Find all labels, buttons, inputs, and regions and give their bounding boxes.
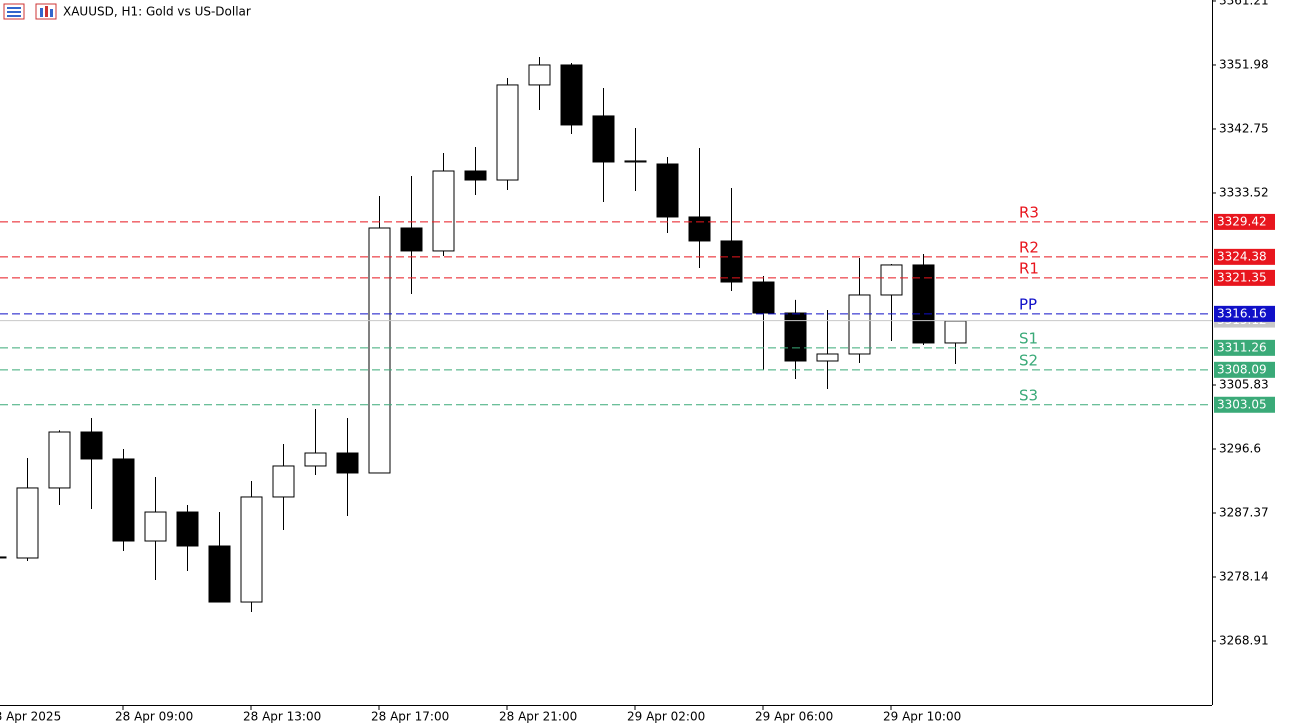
x-tick-label: 29 Apr 02:00 [627,710,705,724]
candle-body [912,264,935,344]
pivot-tag [1214,305,1275,322]
candle-body [784,312,807,362]
candle-body [688,216,711,242]
candle-body [624,160,647,163]
candle-body [176,511,199,547]
candle-body [336,452,359,474]
pivot-label: S3 [1019,386,1038,404]
candle-body [944,320,967,344]
candle-body [880,264,903,296]
chart-title: XAUUSD, H1: Gold vs US-Dollar [63,5,251,19]
x-tick-label: 29 Apr 10:00 [883,710,961,724]
y-tick-label: 3342.75 [1219,121,1269,135]
pivot-tag-label: 3329.42 [1217,214,1267,228]
candle-body [560,64,583,126]
x-tick-label: 28 Apr 17:00 [371,710,449,724]
candle-body [496,84,519,181]
y-tick-label: 3305.83 [1219,377,1269,391]
candle-body [592,115,615,163]
candle-body [0,556,7,559]
pivot-tag-label: 3321.35 [1217,270,1267,284]
pivot-label: S2 [1019,351,1038,369]
candle-body [816,353,839,362]
candle-body [752,281,775,314]
candle-body [656,163,679,218]
pivot-tag [1214,339,1275,356]
pivot-label: PP [1019,295,1037,313]
pivot-tag [1214,396,1275,413]
y-tick-label: 3268.91 [1219,633,1269,647]
candle-body [720,240,743,283]
pivot-label: R2 [1019,238,1039,256]
icon [7,11,21,13]
y-tick-label: 3296.6 [1219,441,1261,455]
candle-body [528,64,551,86]
candle-body [48,431,71,489]
candle-body [144,511,167,542]
candle-body [240,496,263,603]
icon [40,8,43,17]
candle-body [848,294,871,355]
pivot-label: S1 [1019,329,1038,347]
y-tick-label: 3361.21 [1219,0,1269,7]
icon [7,15,21,17]
icon [45,6,48,17]
candle-body [432,170,455,252]
title-icons [3,3,57,20]
pivot-label: R1 [1019,259,1039,277]
candle-body [464,170,487,181]
y-tick-label: 3351.98 [1219,57,1269,71]
pivot-tag-label: 3311.26 [1217,340,1267,354]
candle-body [304,452,327,467]
icon [50,9,53,17]
x-tick-label: 28 Apr 09:00 [115,710,193,724]
candle-body [272,465,295,498]
pivot-tag-label: 3316.16 [1217,306,1267,320]
pivot-tag-label: 3303.05 [1217,397,1267,411]
x-tick-label: 28 Apr 13:00 [243,710,321,724]
candle-body [112,458,135,542]
x-tick-label: 29 Apr 06:00 [755,710,833,724]
y-tick-label: 3333.52 [1219,185,1269,199]
pivot-tag [1214,361,1275,378]
pivot-tag [1214,248,1275,265]
candle-body [400,227,423,252]
candle-body [208,545,231,603]
y-tick-label: 3278.14 [1219,569,1269,583]
y-tick-label: 3287.37 [1219,505,1269,519]
pivot-tag-label: 3308.09 [1217,362,1267,376]
candle-body [16,487,39,559]
pivot-tag [1214,213,1275,230]
pivot-tag [1214,269,1275,286]
x-tick-label: 28 Apr 2025 [0,710,61,724]
pivot-label: R3 [1019,203,1039,221]
candle-body [80,431,103,460]
x-tick-label: 28 Apr 21:00 [499,710,577,724]
icon [7,7,21,9]
pivot-tag-label: 3324.38 [1217,249,1267,263]
candle-body [368,227,391,474]
